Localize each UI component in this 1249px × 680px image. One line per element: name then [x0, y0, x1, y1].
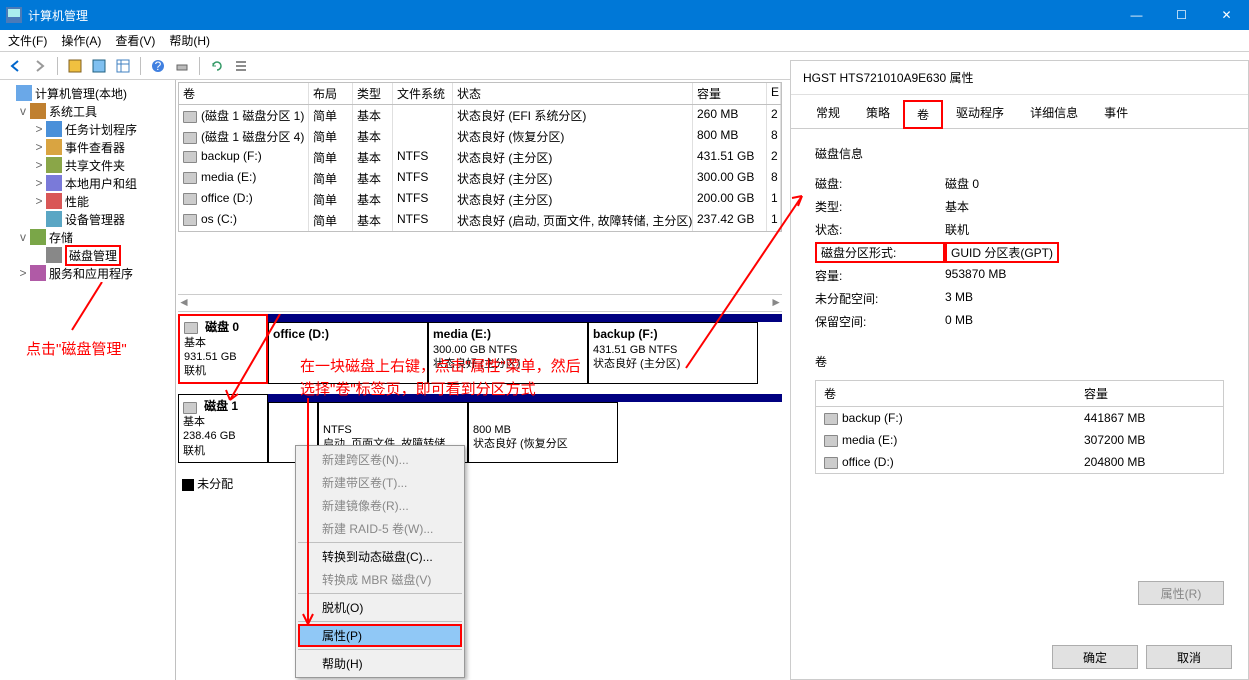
tab[interactable]: 驱动程序 [943, 99, 1017, 128]
column-header[interactable]: 文件系统 [393, 83, 453, 104]
menu-item[interactable]: 文件(F) [8, 32, 47, 49]
menu-item[interactable]: 脱机(O) [298, 596, 462, 619]
tree-item[interactable]: >服务和应用程序 [0, 264, 175, 282]
volume-row[interactable]: (磁盘 1 磁盘分区 4)简单基本状态良好 (恢复分区)800 MB8 [179, 126, 781, 147]
disk-header-0[interactable]: 磁盘 0基本931.51 GB联机 [178, 314, 268, 384]
tree-item[interactable]: >共享文件夹 [0, 156, 175, 174]
help-icon[interactable]: ? [148, 56, 168, 76]
col-vol: 卷 [816, 381, 1076, 406]
menu-item[interactable]: 操作(A) [61, 32, 101, 49]
menu-item[interactable]: 帮助(H) [169, 32, 210, 49]
tab[interactable]: 详细信息 [1017, 99, 1091, 128]
column-header[interactable]: 状态 [453, 83, 693, 104]
forward-button[interactable] [30, 56, 50, 76]
info-row: 磁盘:磁盘 0 [815, 172, 1224, 195]
context-menu[interactable]: 新建跨区卷(N)...新建带区卷(T)...新建镜像卷(R)...新建 RAID… [295, 445, 465, 678]
list-icon[interactable] [231, 56, 251, 76]
menu-item[interactable]: 查看(V) [115, 32, 155, 49]
col-cap: 容量 [1076, 381, 1216, 406]
dialog-tabs[interactable]: 常规策略卷驱动程序详细信息事件 [791, 95, 1248, 129]
titlebar: 计算机管理 [0, 0, 1249, 30]
cancel-button[interactable]: 取消 [1146, 645, 1232, 669]
partition[interactable]: office (D:) [268, 322, 428, 384]
volume-row[interactable]: os (C:)简单基本NTFS状态良好 (启动, 页面文件, 故障转储, 主分区… [179, 210, 781, 231]
app-icon [6, 7, 22, 23]
volume-row[interactable]: backup (F:)简单基本NTFS状态良好 (主分区)431.51 GB2 [179, 147, 781, 168]
properties-dialog: HGST HTS721010A9E630 属性 常规策略卷驱动程序详细信息事件 … [790, 60, 1249, 680]
volume-row[interactable]: office (D:)简单基本NTFS状态良好 (主分区)200.00 GB1 [179, 189, 781, 210]
info-row: 磁盘分区形式:GUID 分区表(GPT) [815, 241, 1224, 264]
disk-header-1[interactable]: 磁盘 1基本238.46 GB联机 [178, 394, 268, 462]
menu-item: 新建镜像卷(R)... [298, 494, 462, 517]
tree-item[interactable]: >性能 [0, 192, 175, 210]
column-header[interactable]: 布局 [309, 83, 353, 104]
vol-heading: 卷 [815, 353, 1224, 370]
info-row: 类型:基本 [815, 195, 1224, 218]
info-row: 状态:联机 [815, 218, 1224, 241]
properties-button[interactable]: 属性(R) [1138, 581, 1224, 605]
tree-item[interactable]: v存储 [0, 228, 175, 246]
info-row: 保留空间:0 MB [815, 310, 1224, 333]
volume-row[interactable]: backup (F:)441867 MB [816, 407, 1223, 429]
info-row: 容量:953870 MB [815, 264, 1224, 287]
tab[interactable]: 策略 [853, 99, 903, 128]
partition[interactable]: 800 MB状态良好 (恢复分区 [468, 402, 618, 462]
tree-item[interactable]: 计算机管理(本地) [0, 84, 175, 102]
volume-row[interactable]: office (D:)204800 MB [816, 451, 1223, 473]
column-header[interactable]: 类型 [353, 83, 393, 104]
volume-list[interactable]: 卷布局类型文件系统状态容量E (磁盘 1 磁盘分区 1)简单基本状态良好 (EF… [178, 82, 782, 232]
menu-item[interactable]: 转换到动态磁盘(C)... [298, 545, 462, 568]
menu-item: 新建带区卷(T)... [298, 471, 462, 494]
svg-text:?: ? [155, 59, 162, 73]
back-button[interactable] [6, 56, 26, 76]
volume-row[interactable]: (磁盘 1 磁盘分区 1)简单基本状态良好 (EFI 系统分区)260 MB2 [179, 105, 781, 126]
tool-icon[interactable] [65, 56, 85, 76]
disk-graphic[interactable]: 磁盘 0基本931.51 GB联机 office (D:)media (E:)3… [178, 314, 782, 507]
disk-info-heading: 磁盘信息 [815, 145, 1224, 162]
menubar: 文件(F) 操作(A) 查看(V) 帮助(H) [0, 30, 1249, 52]
menu-item: 新建 RAID-5 卷(W)... [298, 517, 462, 540]
tree-item[interactable]: v系统工具 [0, 102, 175, 120]
volumes-table[interactable]: 卷容量 backup (F:)441867 MBmedia (E:)307200… [815, 380, 1224, 474]
tree-item[interactable]: 磁盘管理 [0, 246, 175, 264]
menu-item: 转换成 MBR 磁盘(V) [298, 568, 462, 591]
dialog-title: HGST HTS721010A9E630 属性 [791, 61, 1248, 95]
legend: 未分配 [178, 473, 268, 497]
menu-item[interactable]: 属性(P) [298, 624, 462, 647]
tab[interactable]: 常规 [803, 99, 853, 128]
menu-item: 新建跨区卷(N)... [298, 448, 462, 471]
column-header[interactable]: E [767, 83, 781, 104]
tool-icon[interactable] [172, 56, 192, 76]
menu-item[interactable]: 帮助(H) [298, 652, 462, 675]
ok-button[interactable]: 确定 [1052, 645, 1138, 669]
column-header[interactable]: 容量 [693, 83, 767, 104]
minimize-button[interactable] [1114, 0, 1159, 30]
partition[interactable]: backup (F:)431.51 GB NTFS状态良好 (主分区) [588, 322, 758, 384]
tree-item[interactable]: >任务计划程序 [0, 120, 175, 138]
column-header[interactable]: 卷 [179, 83, 309, 104]
tab[interactable]: 卷 [903, 100, 943, 129]
volume-row[interactable]: media (E:)307200 MB [816, 429, 1223, 451]
refresh-icon[interactable] [207, 56, 227, 76]
tree-item[interactable]: >本地用户和组 [0, 174, 175, 192]
info-row: 未分配空间:3 MB [815, 287, 1224, 310]
tree-item[interactable]: >事件查看器 [0, 138, 175, 156]
maximize-button[interactable] [1159, 0, 1204, 30]
tool-icon[interactable] [113, 56, 133, 76]
tab[interactable]: 事件 [1091, 99, 1141, 128]
tool-icon[interactable] [89, 56, 109, 76]
window-title: 计算机管理 [28, 7, 1114, 24]
close-button[interactable] [1204, 0, 1249, 30]
tree-item[interactable]: 设备管理器 [0, 210, 175, 228]
nav-tree[interactable]: 计算机管理(本地)v系统工具>任务计划程序>事件查看器>共享文件夹>本地用户和组… [0, 80, 176, 680]
partition[interactable]: media (E:)300.00 GB NTFS状态良好 (主分区) [428, 322, 588, 384]
volume-row[interactable]: media (E:)简单基本NTFS状态良好 (主分区)300.00 GB8 [179, 168, 781, 189]
